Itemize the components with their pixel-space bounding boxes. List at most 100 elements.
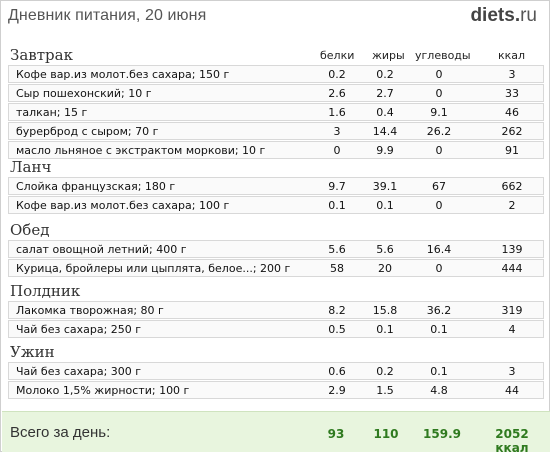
- food-carbs-value: 4.8: [430, 384, 448, 397]
- logo-main: diets: [470, 5, 515, 26]
- food-carbs-value: 0.1: [430, 365, 448, 378]
- food-fat-value: 0.2: [376, 365, 394, 378]
- food-carbs-value: 0: [435, 68, 443, 81]
- site-logo[interactable]: diets.ru: [470, 5, 537, 27]
- meal-title: Завтрак: [10, 46, 73, 64]
- totals-label: Всего за день:: [10, 424, 111, 441]
- food-name: Кофе вар.из молот.без сахара; 100 г: [16, 199, 230, 212]
- food-row[interactable]: талкан; 15 г 1.6 0.4 9.1 46: [8, 103, 544, 121]
- food-protein-value: 3: [333, 125, 341, 138]
- food-protein-value: 0.6: [328, 365, 346, 378]
- daily-totals: Всего за день: 93 110 159.9 2052 ккал: [2, 411, 550, 452]
- food-kcal-value: 2: [508, 199, 516, 212]
- food-carbs-value: 16.4: [426, 243, 452, 256]
- food-fat-value: 14.4: [372, 125, 398, 138]
- food-fat-value: 0.4: [376, 106, 394, 119]
- column-header-protein: белки: [320, 49, 355, 62]
- meal-title: Обед: [10, 221, 50, 239]
- food-fat-value: 0.2: [376, 68, 394, 81]
- food-name: талкан; 15 г: [16, 106, 88, 119]
- food-name: Курица, бройлеры или цыплята, белое...; …: [16, 262, 291, 275]
- food-fat-value: 9.9: [376, 144, 394, 157]
- food-row[interactable]: Лакомка творожная; 80 г 8.2 15.8 36.2 319: [8, 301, 544, 319]
- food-protein-value: 0.2: [328, 68, 346, 81]
- food-kcal-value: 3: [508, 68, 516, 81]
- food-protein-value: 9.7: [328, 180, 346, 193]
- food-carbs-value: 36.2: [426, 304, 452, 317]
- total-kcal: 2052 ккал: [495, 427, 529, 452]
- food-carbs-value: 9.1: [430, 106, 448, 119]
- food-protein-value: 0.1: [328, 199, 346, 212]
- column-header-kcal: ккал: [498, 49, 526, 62]
- food-protein-value: 2.6: [328, 87, 346, 100]
- food-protein-value: 0: [333, 144, 341, 157]
- food-kcal-value: 662: [501, 180, 523, 193]
- food-row[interactable]: Кофе вар.из молот.без сахара; 100 г 0.1 0.…: [8, 196, 544, 214]
- food-kcal-value: 91: [505, 144, 519, 157]
- food-row[interactable]: Кофе вар.из молот.без сахара; 150 г 0.2 0.…: [8, 65, 544, 83]
- food-kcal-value: 44: [505, 384, 519, 397]
- food-carbs-value: 0: [435, 199, 443, 212]
- food-protein-value: 58: [330, 262, 344, 275]
- logo-dot: .: [514, 5, 521, 26]
- food-carbs-value: 0.1: [430, 323, 448, 336]
- food-row[interactable]: масло льняное с экстрактом моркови; 10 г…: [8, 141, 544, 159]
- food-carbs-value: 0: [435, 87, 443, 100]
- meal-title: Ужин: [10, 343, 55, 361]
- total-protein: 93: [327, 427, 345, 441]
- food-fat-value: 1.5: [376, 384, 394, 397]
- food-name: масло льняное с экстрактом моркови; 10 г: [16, 144, 266, 157]
- food-row[interactable]: Чай без сахара; 250 г 0.5 0.1 0.1 4: [8, 320, 544, 338]
- food-carbs-value: 0: [435, 262, 443, 275]
- food-name: Кофе вар.из молот.без сахара; 150 г: [16, 68, 230, 81]
- food-kcal-value: 139: [501, 243, 523, 256]
- food-carbs-value: 0: [435, 144, 443, 157]
- food-row[interactable]: Сыр пошехонский; 10 г 2.6 2.7 0 33: [8, 84, 544, 102]
- food-fat-value: 0.1: [376, 199, 394, 212]
- food-kcal-value: 4: [508, 323, 516, 336]
- food-name: Слойка французская; 180 г: [16, 180, 176, 193]
- food-protein-value: 1.6: [328, 106, 346, 119]
- meal-title: Полдник: [10, 282, 81, 300]
- food-fat-value: 20: [378, 262, 392, 275]
- food-row[interactable]: салат овощной летний; 400 г 5.6 5.6 16.4 139: [8, 240, 544, 258]
- food-row[interactable]: Слойка французская; 180 г 9.7 39.1 67 662: [8, 177, 544, 195]
- food-kcal-value: 3: [508, 365, 516, 378]
- food-row[interactable]: Курица, бройлеры или цыплята, белое...; …: [8, 259, 544, 277]
- food-name: Чай без сахара; 300 г: [16, 365, 142, 378]
- food-name: Молоко 1,5% жирности; 100 г: [16, 384, 190, 397]
- total-carbs: 159.9: [423, 427, 461, 441]
- food-name: Сыр пошехонский; 10 г: [16, 87, 152, 100]
- food-kcal-value: 444: [501, 262, 523, 275]
- food-kcal-value: 46: [505, 106, 519, 119]
- logo-tld: ru: [520, 5, 537, 26]
- food-fat-value: 0.1: [376, 323, 394, 336]
- food-protein-value: 5.6: [328, 243, 346, 256]
- page-title: Дневник питания, 20 июня: [8, 7, 207, 24]
- column-headers: белки жиры углеводы ккал: [1, 49, 550, 65]
- food-kcal-value: 262: [501, 125, 523, 138]
- meal-title: Ланч: [10, 158, 52, 176]
- food-row[interactable]: Чай без сахара; 300 г 0.6 0.2 0.1 3: [8, 362, 544, 380]
- food-fat-value: 2.7: [376, 87, 394, 100]
- food-carbs-value: 67: [432, 180, 446, 193]
- food-carbs-value: 26.2: [426, 125, 452, 138]
- food-row[interactable]: бурерброд с сыром; 70 г 3 14.4 26.2 262: [8, 122, 544, 140]
- column-header-fat: жиры: [372, 49, 405, 62]
- food-kcal-value: 319: [501, 304, 523, 317]
- column-header-carbs: углеводы: [415, 49, 471, 62]
- food-name: Лакомка творожная; 80 г: [16, 304, 164, 317]
- food-name: бурерброд с сыром; 70 г: [16, 125, 159, 138]
- food-fat-value: 15.8: [372, 304, 398, 317]
- food-kcal-value: 33: [505, 87, 519, 100]
- food-protein-value: 2.9: [328, 384, 346, 397]
- food-protein-value: 0.5: [328, 323, 346, 336]
- food-protein-value: 8.2: [328, 304, 346, 317]
- food-name: Чай без сахара; 250 г: [16, 323, 142, 336]
- food-row[interactable]: Молоко 1,5% жирности; 100 г 2.9 1.5 4.8 44: [8, 381, 544, 399]
- food-fat-value: 39.1: [372, 180, 398, 193]
- food-fat-value: 5.6: [376, 243, 394, 256]
- total-fat: 110: [373, 427, 399, 441]
- food-name: салат овощной летний; 400 г: [16, 243, 187, 256]
